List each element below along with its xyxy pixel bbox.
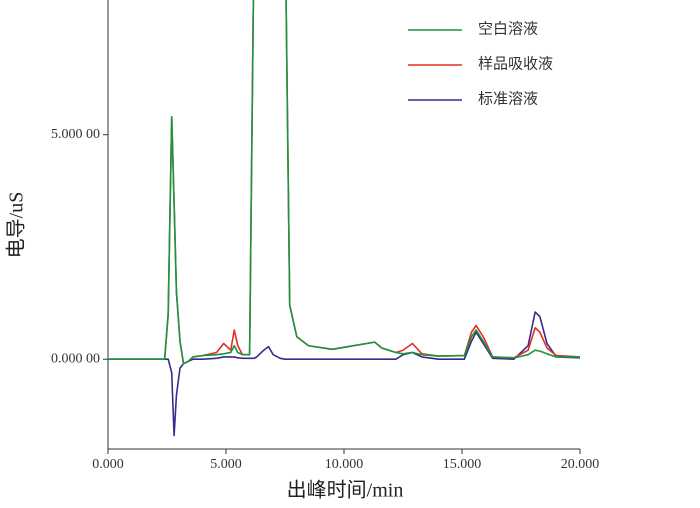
legend-label: 标准溶液 <box>478 90 538 107</box>
x-tick-label: 10.000 <box>325 457 364 472</box>
plot-area <box>108 0 580 437</box>
x-tick-label: 15.000 <box>443 457 482 472</box>
x-tick-label: 5.000 <box>210 457 242 472</box>
x-tick-label: 20.000 <box>561 457 600 472</box>
x-axis-title: 出峰时间/min <box>287 479 404 502</box>
series-line <box>108 0 580 365</box>
y-tick-label: 0.000 00 <box>51 351 100 366</box>
legend-label: 样品吸收液 <box>478 55 553 72</box>
y-tick-label: 5.000 00 <box>51 127 100 142</box>
series-line <box>108 0 580 365</box>
legend-label: 空白溶液 <box>478 20 538 37</box>
y-axis-title: 电导/uS <box>5 192 28 259</box>
x-tick-label: 0.000 <box>92 457 124 472</box>
